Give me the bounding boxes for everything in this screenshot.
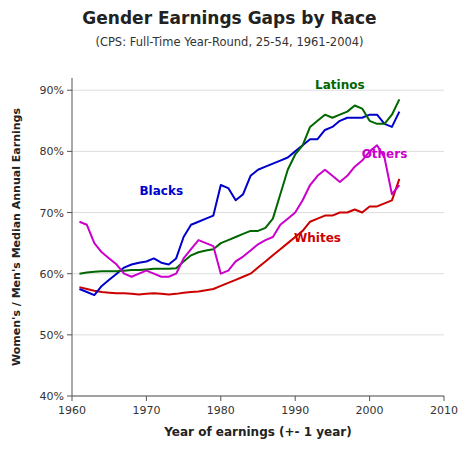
x-tick (444, 396, 445, 401)
y-tick-label: 70% (40, 207, 64, 220)
title: Gender Earnings Gaps by Race (82, 8, 376, 28)
series-label: Others (362, 147, 408, 161)
plot-area (79, 99, 399, 295)
x-tick-label: 2000 (356, 404, 384, 417)
y-tick (67, 273, 72, 274)
y-axis (72, 78, 73, 396)
x-tick (146, 396, 147, 401)
x-tick (72, 396, 73, 401)
y-tick (67, 396, 72, 397)
y-tick-label: 80% (40, 145, 64, 158)
x-tick-label: 1990 (281, 404, 309, 417)
y-tick (67, 212, 72, 213)
x-axis-label: Year of earnings (+- 1 year) (163, 425, 352, 439)
y-tick-label: 40% (40, 390, 64, 403)
y-axis-label: Women's / Men's Median Annual Earnings (10, 108, 23, 366)
y-tick-label: 50% (40, 329, 64, 342)
chart: Gender Earnings Gaps by Race (CPS: Full-T… (0, 0, 459, 459)
series-label: Latinos (315, 78, 365, 92)
grid-line (72, 273, 444, 274)
x-tick (220, 396, 221, 401)
x-tick-label: 1960 (58, 404, 86, 417)
y-tick-label: 60% (40, 268, 64, 281)
y-tick (67, 90, 72, 91)
x-tick (295, 396, 296, 401)
y-tick (67, 334, 72, 335)
x-tick-label: 1970 (132, 404, 160, 417)
series-line (79, 145, 399, 276)
series-line (79, 112, 399, 295)
y-tick (67, 151, 72, 152)
y-tick-label: 90% (40, 84, 64, 97)
series-label: Blacks (139, 184, 183, 198)
grid-line (72, 90, 444, 91)
series-line (79, 99, 399, 273)
x-tick (369, 396, 370, 401)
subtitle: (CPS: Full-Time Year-Round, 25-54, 1961-… (95, 35, 363, 49)
x-axis (72, 396, 444, 397)
grid-line (72, 334, 444, 335)
x-tick-label: 1980 (207, 404, 235, 417)
x-tick-label: 2010 (430, 404, 458, 417)
series-label: Whites (294, 231, 341, 245)
grid-line (72, 396, 444, 397)
grid-line (72, 212, 444, 213)
